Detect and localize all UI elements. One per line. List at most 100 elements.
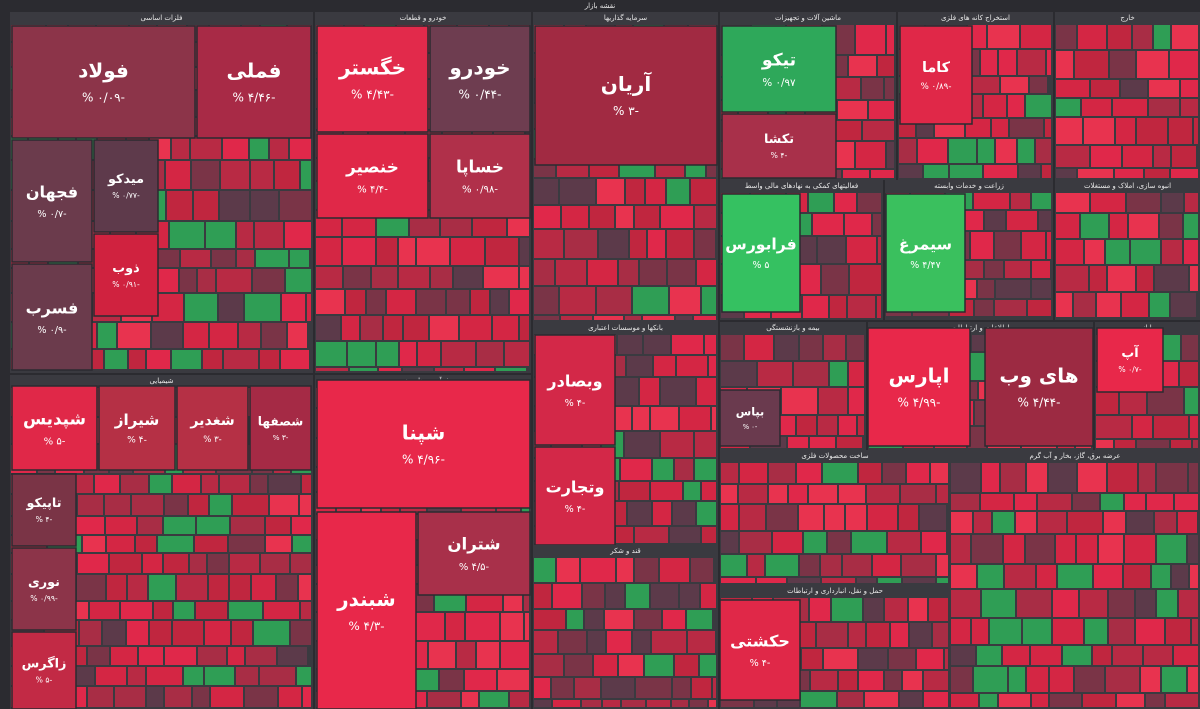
cell [1127, 193, 1160, 212]
tile-change: -۰/۹ % [37, 325, 66, 336]
cell [670, 527, 700, 543]
cell [477, 342, 503, 366]
cell [202, 475, 218, 493]
cell [1074, 293, 1095, 317]
tile [11, 139, 93, 263]
tile-symbol: حکشتی [730, 632, 790, 651]
cell [1001, 463, 1025, 492]
cell [975, 300, 993, 316]
cell [1056, 25, 1076, 49]
tile-symbol: شپدیس [23, 409, 86, 430]
cell [848, 296, 875, 318]
cell [280, 191, 311, 220]
cell [995, 232, 1020, 259]
cell [501, 642, 529, 668]
cell [1003, 646, 1029, 665]
cell [635, 558, 658, 582]
cell [606, 584, 624, 608]
cell [1017, 590, 1051, 617]
cell [192, 161, 219, 189]
cell [1137, 51, 1168, 78]
cell [1182, 335, 1198, 360]
cell [857, 578, 876, 583]
sector: فلزات اساسی فولاد -۰/۰۹ % فملی -۴/۴۶ % فجهان -… [10, 12, 313, 373]
cell [883, 463, 905, 483]
tile-change: -۰ % [743, 423, 758, 431]
cell [1185, 388, 1198, 414]
sector-name: فعالیتهای کمکی به نهادهای مالی واسط [745, 182, 858, 190]
cell [1154, 25, 1170, 49]
cell [252, 575, 275, 600]
cell [1063, 646, 1091, 665]
cell [922, 532, 946, 553]
tile-symbol: شیراز [114, 411, 160, 429]
cell [110, 554, 141, 573]
tile-change: -۰/۰۹ % [82, 91, 125, 105]
cell [254, 621, 289, 645]
sector: استخراج کانه های فلزی کاما -۰/۸۹ % [898, 12, 1053, 180]
cell [721, 362, 756, 386]
cell [839, 671, 857, 690]
tile-symbol: شغدیر [189, 413, 234, 429]
cell [951, 535, 970, 563]
cell [505, 342, 529, 366]
cell [999, 50, 1016, 75]
cell [1137, 440, 1169, 448]
cell [486, 238, 518, 265]
cell [107, 536, 134, 552]
cell [245, 687, 277, 707]
tile [429, 25, 531, 133]
cell [198, 647, 226, 665]
cell [978, 139, 994, 163]
cell [251, 475, 267, 493]
cell [1075, 51, 1108, 78]
tile-symbol: فملی [227, 59, 282, 83]
cell [185, 294, 217, 321]
cell [316, 267, 342, 288]
cell [992, 119, 1008, 137]
cell [1056, 266, 1088, 291]
tile-change: -۰/۹۱ % [112, 280, 140, 289]
cell [384, 316, 402, 340]
cell [819, 388, 847, 414]
cell [625, 316, 641, 320]
cell [1091, 80, 1119, 97]
tile-symbol: فسرب [26, 299, 79, 318]
cell [210, 495, 231, 515]
cell [1026, 535, 1054, 563]
tile [93, 139, 159, 233]
cell [1157, 535, 1186, 563]
cell [209, 575, 228, 600]
tile [1096, 327, 1164, 393]
cell [691, 179, 716, 204]
tile-symbol: تاپیکو [25, 496, 61, 511]
tile [417, 511, 531, 596]
cell [846, 505, 866, 530]
tile-symbol: وتجارت [546, 478, 605, 497]
cell [766, 555, 798, 576]
tile-change: -۵ % [44, 436, 66, 447]
cell [838, 101, 867, 119]
cell [825, 505, 844, 530]
cell [251, 191, 278, 220]
cell [1184, 214, 1198, 238]
cell [769, 485, 787, 503]
cell [889, 649, 915, 669]
cell [1010, 119, 1043, 137]
cell [888, 532, 920, 553]
cell [620, 482, 649, 500]
tile-change: -۴/۹۶ % [402, 453, 445, 467]
sector: اطلاعات و ارتباطات اپارس -۴/۹۹ % های وب -۴/۴… [867, 322, 1094, 450]
cell [705, 335, 716, 354]
cell [103, 621, 125, 645]
cell [107, 575, 126, 600]
cell [627, 356, 652, 376]
cell [1145, 169, 1169, 178]
tile-symbol: شبندر [336, 588, 395, 611]
tile [721, 25, 837, 113]
tile-change: -۴ % [750, 658, 771, 669]
cell [702, 287, 716, 314]
tile-change: -۴ % [771, 151, 788, 160]
tile-symbol: تیکو [761, 50, 796, 70]
cell [491, 290, 508, 314]
